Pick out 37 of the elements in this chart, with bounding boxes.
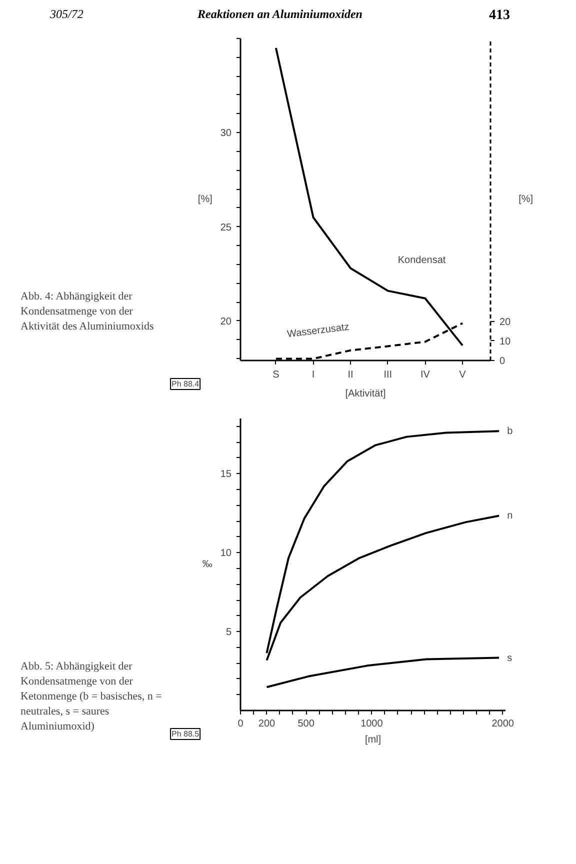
y2-tick-label: 10 [500, 336, 512, 348]
series-label: b [507, 426, 514, 438]
caption: Abb. 4: Abhängigkeit der Kondensatmenge von der Aktivität des Aluminiumoxids [20, 290, 154, 332]
y-tick-label: 30 [220, 128, 232, 140]
text: Ph 88.4 [172, 380, 200, 388]
text: 305/72 [50, 6, 84, 23]
x-tick-label: V [459, 370, 466, 380]
text: 413 [488, 7, 510, 25]
text: Reaktionen an Aluminiumoxiden [198, 6, 362, 23]
y-tick-label: 25 [220, 222, 232, 234]
y-axis-title: ‰ [202, 559, 212, 570]
x-tick-label: II [348, 370, 354, 380]
x-tick-label: 0 [238, 718, 244, 730]
y2-tick-label: 20 [500, 316, 512, 328]
y-tick-label: 5 [226, 627, 232, 638]
caption: Abb. 5: Abhängigkeit der Kondensatmenge von der Ketonmenge (b = basisches, n = neutrales, s = saures Aluminiumoxid) [20, 660, 162, 732]
y-tick-label: 10 [220, 548, 232, 560]
x-axis-title: [ml] [364, 734, 382, 746]
text: Wasserzusatz [286, 322, 350, 340]
series-label: n [507, 510, 513, 522]
x-tick-label: III [384, 370, 392, 380]
text: Ph 88.5 [172, 730, 200, 738]
y-axis-title: [%] [198, 194, 213, 205]
y-tick-label: 15 [220, 469, 232, 480]
x-tick-label: 2000 [492, 718, 514, 730]
x-axis-title: [Aktivität] [345, 388, 386, 400]
x-tick-label: I [312, 370, 315, 380]
y-tick-label: 20 [220, 316, 232, 328]
y2-tick-label: 0 [500, 356, 506, 367]
x-tick-label: IV [420, 370, 430, 380]
x-tick-label: 500 [298, 718, 315, 730]
x-tick-label: S [272, 370, 280, 380]
x-tick-label: 200 [258, 718, 276, 730]
series-label: s [507, 652, 512, 664]
x-tick-label: 1000 [360, 718, 384, 730]
y2-axis-title: [%] [518, 194, 534, 205]
text: Kondensat [398, 254, 446, 266]
